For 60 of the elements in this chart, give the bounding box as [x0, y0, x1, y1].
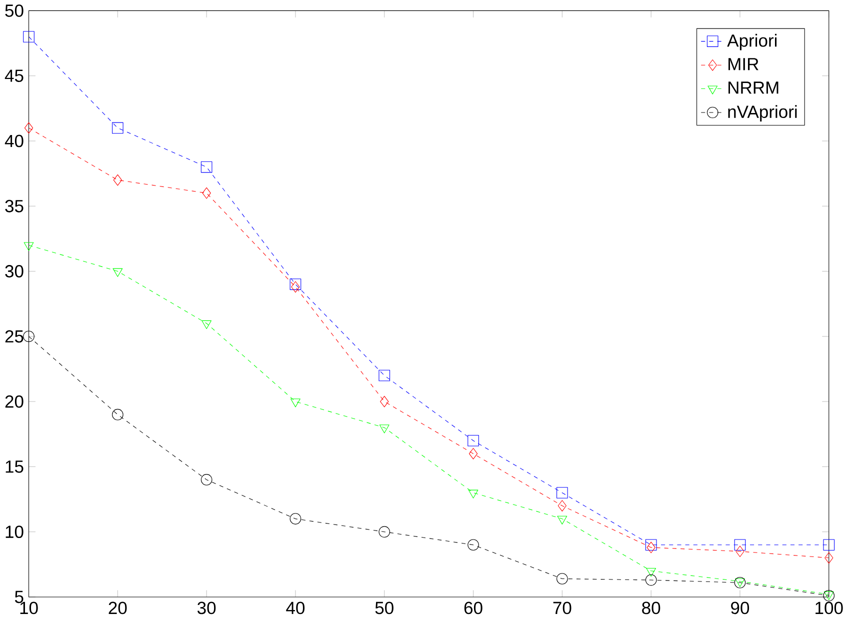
y-tick-label: 10 [6, 526, 24, 538]
x-tick-label: 80 [642, 602, 660, 614]
point [556, 573, 568, 585]
x-tick-label: 100 [816, 602, 843, 614]
point [378, 370, 390, 382]
x-tick-label: 70 [553, 602, 572, 614]
y-tick-label: 35 [5, 200, 24, 212]
point [112, 122, 124, 134]
point [112, 409, 124, 420]
point [468, 448, 478, 460]
point [556, 487, 568, 499]
point [113, 174, 122, 186]
point [468, 435, 479, 446]
point [646, 542, 656, 554]
y-tick-label: 25 [5, 330, 24, 343]
point [380, 396, 389, 408]
point [202, 188, 211, 199]
point [646, 568, 656, 577]
point [200, 162, 212, 173]
x-tick-label: 90 [731, 602, 750, 614]
point [23, 31, 34, 43]
point [558, 500, 566, 512]
y-tick-label: 30 [5, 265, 24, 278]
point [290, 513, 302, 525]
point [379, 424, 390, 434]
point [824, 552, 834, 564]
point [202, 320, 212, 330]
point [736, 546, 744, 558]
point [734, 539, 746, 551]
y-tick-label: 50 [5, 4, 24, 18]
point [823, 539, 835, 551]
legend-label: Apriori [727, 34, 777, 50]
point [378, 526, 390, 538]
x-tick-label: 60 [464, 602, 482, 614]
point [112, 268, 123, 278]
legend-label: NRRM [728, 82, 778, 94]
x-tick-label: 30 [197, 602, 216, 614]
x-tick-label: 20 [108, 602, 127, 614]
point [24, 122, 34, 134]
y-tick-label: 20 [5, 396, 24, 408]
point [23, 330, 34, 342]
point [200, 474, 212, 486]
point [468, 539, 479, 551]
point [468, 490, 478, 499]
x-tick-label: 50 [375, 602, 394, 614]
y-tick-label: 15 [6, 460, 24, 473]
point [645, 574, 657, 586]
point [645, 539, 657, 551]
legend-label: nVApriori [728, 105, 797, 122]
x-tick-label: 10 [20, 602, 38, 614]
point [290, 398, 300, 408]
point [557, 516, 568, 525]
y-tick-label: 45 [4, 70, 24, 82]
x-tick-label: 40 [286, 602, 305, 614]
point [291, 281, 300, 293]
legend-label: MIR [728, 58, 758, 70]
point [24, 242, 34, 252]
y-tick-label: 40 [4, 134, 24, 148]
point [290, 278, 302, 290]
y-tick-label: 5 [14, 591, 24, 604]
